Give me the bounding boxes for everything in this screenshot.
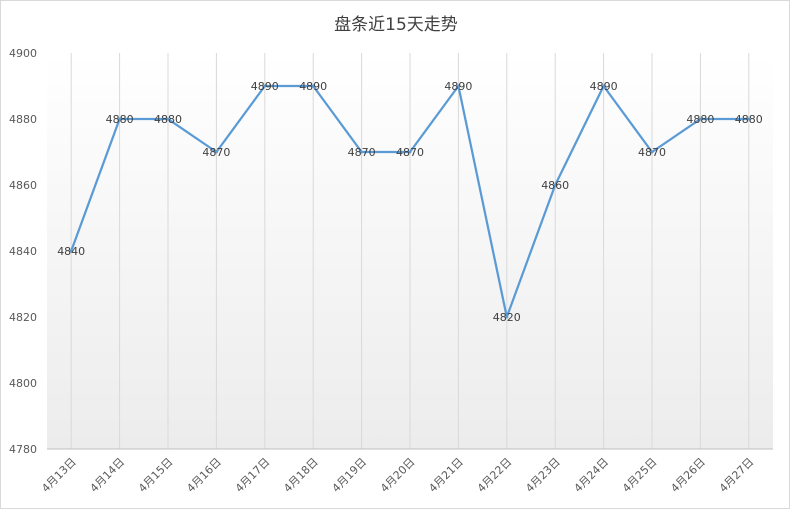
data-point [166, 117, 170, 121]
data-point [650, 150, 654, 154]
data-label: 4820 [493, 311, 521, 324]
y-tick-label: 4880 [9, 113, 37, 126]
y-tick-label: 4900 [9, 47, 37, 60]
data-label: 4890 [251, 80, 279, 93]
data-label: 4870 [396, 146, 424, 159]
y-tick-label: 4860 [9, 179, 37, 192]
data-label: 4880 [686, 113, 714, 126]
data-label: 4890 [299, 80, 327, 93]
data-point [360, 150, 364, 154]
x-tick-label: 4月15日 [136, 455, 176, 495]
y-axis-ticks: 4780 4800 4820 4840 4860 4880 4900 [9, 47, 37, 456]
data-labels: 4840 4880 4880 4870 4890 4890 4870 4870 4890 4820… [57, 80, 763, 324]
data-label: 4880 [154, 113, 182, 126]
data-point [263, 84, 267, 88]
data-point [553, 183, 557, 187]
data-point [408, 150, 412, 154]
x-tick-label: 4月20日 [378, 455, 418, 495]
data-point [69, 249, 73, 253]
data-label: 4860 [541, 179, 569, 192]
chart-title: 盘条近15天走势 [334, 15, 458, 35]
x-tick-label: 4月22日 [475, 455, 515, 495]
x-tick-label: 4月13日 [39, 455, 79, 495]
x-tick-label: 4月17日 [233, 455, 273, 495]
series-line [69, 84, 751, 319]
x-tick-label: 4月16日 [184, 455, 224, 495]
x-tick-label: 4月21日 [426, 455, 466, 495]
x-tick-label: 4月25日 [620, 455, 660, 495]
data-point [456, 84, 460, 88]
x-tick-label: 4月24日 [572, 455, 612, 495]
data-point [214, 150, 218, 154]
data-label: 4870 [638, 146, 666, 159]
y-tick-label: 4820 [9, 311, 37, 324]
data-label: 4890 [590, 80, 618, 93]
data-point [602, 84, 606, 88]
data-point [118, 117, 122, 121]
data-point [747, 117, 751, 121]
data-label: 4840 [57, 245, 85, 258]
data-point [505, 315, 509, 319]
data-label: 4870 [202, 146, 230, 159]
data-point [698, 117, 702, 121]
data-point [311, 84, 315, 88]
data-label: 4880 [106, 113, 134, 126]
x-tick-label: 4月26日 [668, 455, 708, 495]
y-tick-label: 4800 [9, 377, 37, 390]
data-label: 4870 [348, 146, 376, 159]
x-tick-label: 4月23日 [523, 455, 563, 495]
x-tick-label: 4月18日 [281, 455, 321, 495]
x-tick-label: 4月27日 [717, 455, 757, 495]
x-tick-label: 4月19日 [330, 455, 370, 495]
x-axis-ticks: 4月13日 4月14日 4月15日 4月16日 4月17日 4月18日 4月19日 4月20日… [39, 455, 756, 495]
data-label: 4890 [444, 80, 472, 93]
data-label: 4880 [735, 113, 763, 126]
y-tick-label: 4780 [9, 443, 37, 456]
x-tick-label: 4月14日 [88, 455, 128, 495]
y-tick-label: 4840 [9, 245, 37, 258]
